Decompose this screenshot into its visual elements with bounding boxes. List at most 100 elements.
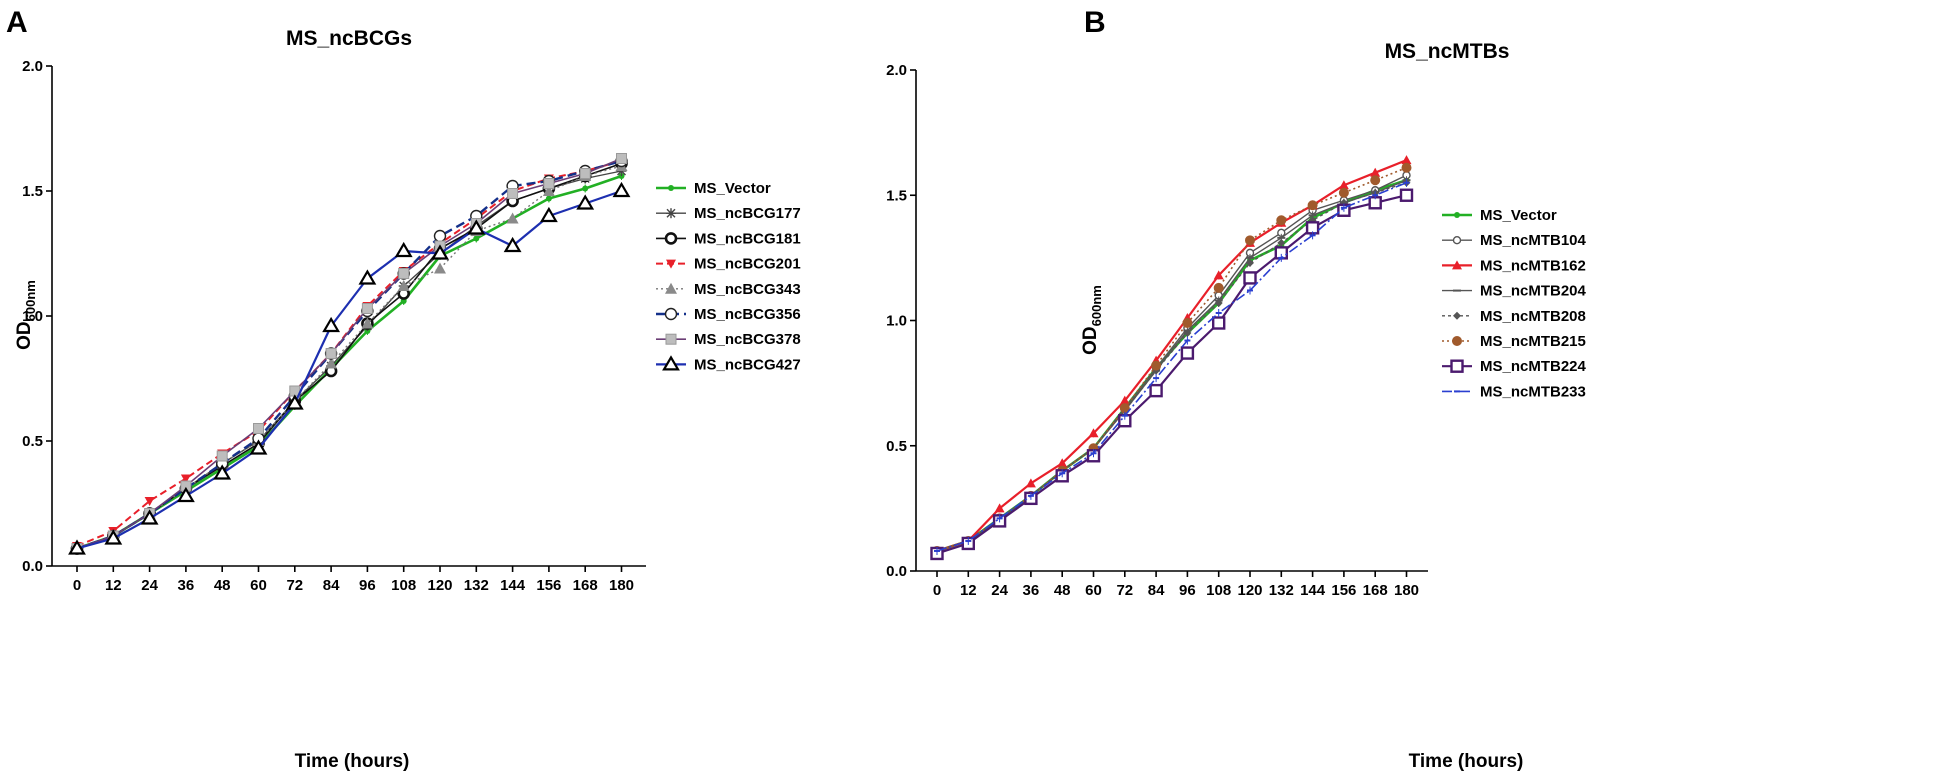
panel-b-legend-entry: MS_ncMTB215 — [1442, 333, 1586, 350]
panel-a-series-ms-vector-line — [76, 174, 622, 550]
panel-a-series-ms-ncbcg356 — [70, 154, 628, 555]
panel-b-series-ms-ncmtb162-point — [1057, 458, 1068, 468]
panel-a-x-tick-label: 24 — [141, 577, 158, 594]
panel-b-legend-entry-label: MS_ncMTB162 — [1480, 257, 1586, 274]
panel-b-series-ms-ncmtb162-point — [994, 503, 1005, 513]
panel-a-series-ms-ncbcg427-point — [467, 219, 486, 235]
panel-b-series-ms-ncmtb224 — [930, 188, 1414, 561]
panel-b-legend-entry: MS_Vector — [1442, 207, 1557, 224]
panel-b-legend-entry-label: MS_ncMTB204 — [1480, 283, 1587, 300]
panel-a-series-ms-ncbcg378-line — [76, 157, 622, 550]
panel-b-series-ms-ncmtb162-point — [1025, 478, 1036, 488]
panel-b-legend-entry-marker — [1454, 212, 1460, 218]
panel-a-series-ms-ncbcg177-line — [76, 170, 622, 550]
panel-b-x-axis-label: Time (hours) — [1409, 751, 1524, 772]
panel-a-legend-entry-label: MS_ncBCG181 — [694, 230, 801, 247]
panel-b-series-ms-ncmtb162-line — [936, 159, 1407, 553]
panel-b-x-tick-label: 0 — [933, 582, 941, 599]
panel-a-y-axis-label: OD600nm — [14, 280, 38, 350]
panel-b-legend-entry-marker — [1453, 311, 1461, 320]
panel-a-legend-entry-label: MS_ncBCG356 — [694, 306, 801, 323]
panel-a-series-ms-ncbcg378-point — [543, 178, 555, 189]
panel-a-y-axis-label-main: OD — [14, 321, 35, 350]
panel-a-legend-entry-marker — [666, 259, 676, 269]
panel-a-series-ms-ncbcg427-point — [539, 206, 558, 223]
panel-a-x-tick-label: 156 — [536, 577, 561, 594]
panel-a-series-ms-ncbcg427-point — [176, 486, 195, 503]
panel-a-series-ms-ncbcg343-point — [434, 262, 446, 274]
panel-a-series-ms-ncbcg427-point — [576, 194, 595, 210]
panel-a-x-tick-label: 132 — [464, 577, 489, 594]
panel-b-legend-entry: MS_ncMTB233 — [1442, 383, 1586, 400]
panel-a-legend-entry: MS_ncBCG177 — [656, 205, 801, 222]
panel-a-legend-entry-label: MS_ncBCG177 — [694, 205, 801, 222]
panel-a-x-tick-label: 60 — [250, 577, 267, 594]
panel-a-legend-entry-marker — [668, 185, 674, 191]
panel-a-x-tick-label: 168 — [573, 577, 598, 594]
panel-b-y-axis-label-sub: 600nm — [1089, 285, 1104, 326]
panel-a-legend-entry-marker — [664, 307, 678, 321]
panel-a-x-tick-label: 180 — [609, 577, 634, 594]
panel-b-legend-entry-label: MS_Vector — [1480, 207, 1557, 224]
panel-a-x-tick-label: 36 — [178, 577, 195, 594]
panel-a-series-ms-ncbcg427-point — [394, 241, 413, 258]
panel-b-series-ms-ncmtb162-point — [1401, 155, 1412, 165]
panel-b-plot: 0.0 0.5 1.0 1.5 2.0 0 12 24 36 48 60 72 84 96 108 120 13… — [886, 62, 1586, 599]
panel-a-legend-entry: MS_Vector — [656, 180, 771, 197]
panel-a-series-ms-ncbcg427-point — [213, 464, 232, 480]
panel-b-series-ms-ncmtb162-point — [1213, 270, 1224, 280]
panel-b-series-ms-ncmtb208 — [933, 178, 1411, 555]
panel-a-series-ms-ncbcg343-line — [76, 165, 622, 550]
panel-b-series-ms-ncmtb215-point — [1151, 360, 1162, 371]
panel-a-legend-entry-label: MS_ncBCG201 — [694, 256, 801, 273]
panel-b-series-ms-vector-line — [936, 178, 1407, 553]
panel-a-series-ms-ncbcg378-point — [398, 268, 410, 279]
panel-b-legend-entry-marker — [1452, 260, 1462, 270]
panel-a-series-ms-ncbcg201-point — [180, 474, 191, 484]
panel-a-x-tick-label: 12 — [105, 577, 122, 594]
panel-a-series-ms-ncbcg427-point — [612, 181, 631, 198]
panel-b-series-ms-ncmtb215-point — [1276, 215, 1287, 226]
panel-a-series-ms-ncbcg343-point — [325, 357, 338, 369]
panel-a-legend-entry: MS_ncBCG378 — [656, 331, 801, 348]
panel-b-x-tick-label: 24 — [991, 582, 1008, 599]
panel-b-series-ms-ncmtb215-point — [1213, 282, 1224, 293]
panel-a-series-ms-ncbcg181-line — [76, 162, 622, 550]
panel-a-series-ms-ncbcg201-line — [76, 160, 622, 547]
panel-a-x-tick-label: 72 — [286, 577, 303, 594]
panel-b-series-ms-ncmtb224-point — [1211, 316, 1226, 330]
panel-a-legend-entry-label: MS_ncBCG427 — [694, 356, 801, 373]
panel-b-x-tick-label: 96 — [1179, 582, 1196, 599]
panel-a-series-ms-ncbcg378 — [71, 153, 627, 554]
panel-a-letter: A — [6, 6, 28, 39]
panel-b-title: MS_ncMTBs — [1385, 40, 1510, 63]
panel-b-series-ms-ncmtb215-point — [1182, 318, 1193, 329]
panel-a-legend-entry: MS_ncBCG356 — [656, 306, 801, 323]
panel-a-y-tick-label: 2.0 — [22, 58, 43, 75]
panel-b-x-tick-label: 60 — [1085, 582, 1102, 599]
panel-a-series-ms-ncbcg343-point — [506, 212, 519, 224]
panel-b-series-ms-ncmtb208-point — [1246, 258, 1254, 267]
panel-b-series-ms-ncmtb224-point — [1149, 383, 1163, 398]
panel-a-legend: MS_Vector MS_ncBCG177 MS_ncBCG181 MS_ncBCG2… — [656, 180, 801, 373]
panel-b-x-tick-label: 84 — [1148, 582, 1165, 599]
panel-a-y-tick-label: 1.0 — [22, 308, 43, 325]
panel-b-series-ms-ncmtb162-point — [1338, 180, 1349, 190]
panel-b-y-axis-label-main: OD — [1080, 326, 1101, 355]
panel-a-series-ms-ncbcg378-point — [579, 168, 591, 179]
panel-a-legend-entry-label: MS_ncBCG378 — [694, 331, 801, 348]
panel-a-legend-entry-marker — [665, 282, 677, 294]
panel-b-series-ms-ncmtb208-point — [1277, 238, 1286, 247]
panel-b-y-axis-label: OD600nm — [1080, 285, 1104, 355]
panel-a-x-tick-label: 120 — [427, 577, 452, 594]
panel-b-series-ms-ncmtb224-point — [1399, 188, 1414, 202]
panel-a-x-tick-label: 84 — [323, 577, 340, 594]
panel-a-series-ms-ncbcg343-point — [397, 280, 410, 291]
panel-b-y-tick-label: 0.5 — [886, 438, 907, 455]
panel-a-y-tick-label: 1.5 — [22, 183, 43, 200]
panel-b-series-ms-ncmtb233-line — [936, 181, 1407, 552]
panel-b-x-tick-label: 48 — [1054, 582, 1071, 599]
panel-a-x-tick-label: 0 — [73, 577, 81, 594]
